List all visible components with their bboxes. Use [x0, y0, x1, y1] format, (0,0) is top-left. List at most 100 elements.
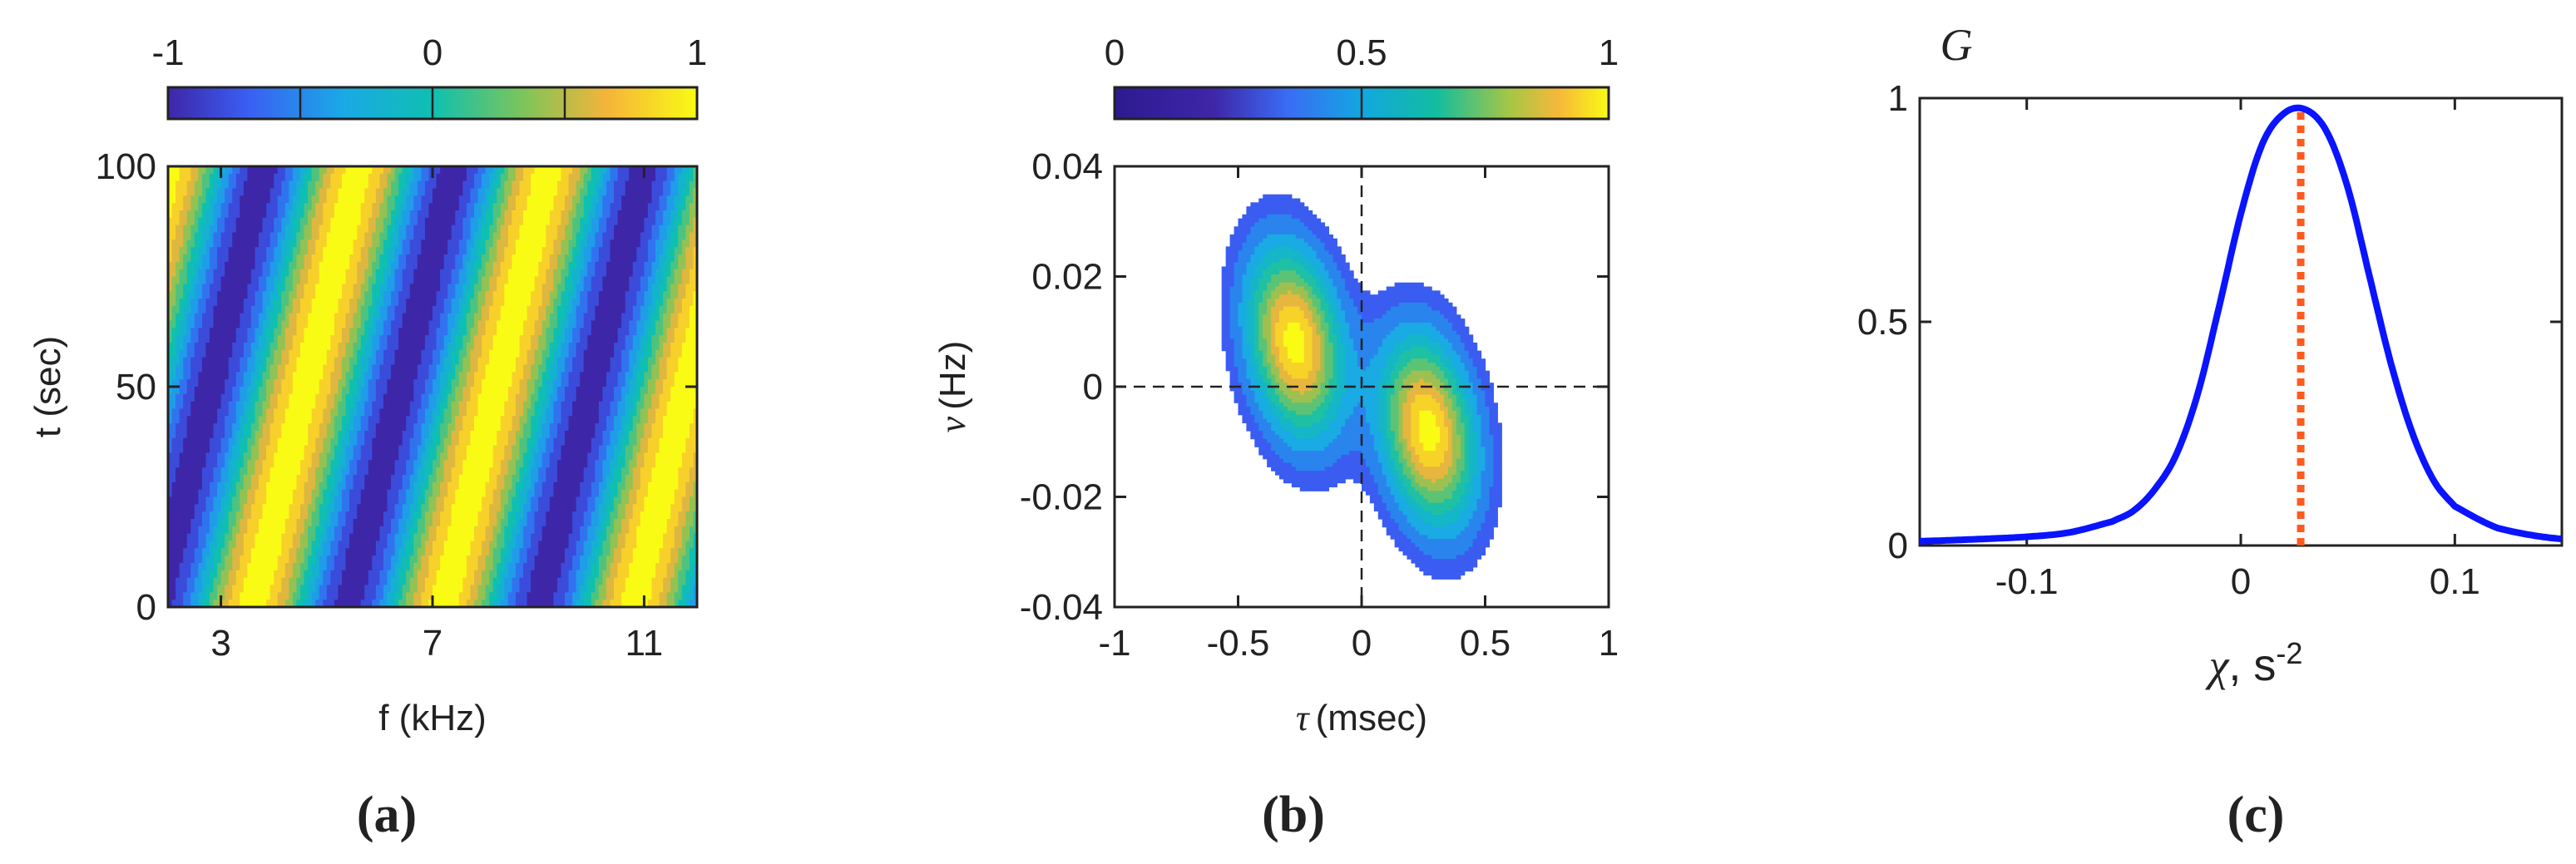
- heatmap-cell: [659, 195, 664, 204]
- heatmap-cell: [201, 166, 207, 175]
- heatmap-cell: [168, 217, 173, 226]
- heatmap-cell: [451, 357, 456, 366]
- heatmap-cell: [492, 379, 497, 388]
- heatmap-cell: [213, 247, 218, 255]
- heatmap-cell: [685, 291, 690, 299]
- heatmap-cell: [610, 313, 615, 322]
- heatmap-cell: [274, 328, 279, 336]
- heatmap-cell: [492, 393, 497, 402]
- heatmap-cell: [402, 349, 407, 358]
- heatmap-cell: [428, 254, 433, 263]
- heatmap-cell: [473, 364, 479, 373]
- heatmap-cell: [368, 261, 373, 270]
- heatmap-cell: [398, 379, 403, 388]
- heatmap-cell: [614, 276, 619, 284]
- heatmap-cell: [176, 379, 180, 388]
- heatmap-cell: [417, 328, 422, 336]
- heatmap-cell: [311, 393, 316, 402]
- heatmap-cell: [443, 195, 448, 204]
- heatmap-cell: [186, 335, 191, 343]
- heatmap-cell: [334, 269, 339, 278]
- heatmap-cell: [681, 393, 686, 402]
- heatmap-cell: [636, 232, 641, 240]
- heatmap-cell: [326, 203, 331, 211]
- heatmap-cell: [663, 299, 668, 307]
- heatmap-cell: [345, 320, 350, 328]
- heatmap-cell: [220, 254, 225, 263]
- heatmap-cell: [379, 225, 384, 234]
- heatmap-cell: [232, 393, 237, 402]
- heatmap-cell: [587, 232, 592, 240]
- heatmap-cell: [235, 239, 240, 248]
- heatmap-cell: [168, 291, 173, 299]
- heatmap-cell: [576, 393, 581, 402]
- heatmap-cell: [497, 173, 502, 182]
- heatmap-cell: [659, 393, 664, 402]
- heatmap-cell: [250, 261, 256, 270]
- heatmap-cell: [277, 188, 282, 196]
- heatmap-cell: [678, 166, 683, 175]
- heatmap-cell: [315, 408, 320, 417]
- heatmap-cell: [598, 328, 604, 336]
- heatmap-cell: [194, 335, 199, 343]
- heatmap-cell: [674, 269, 679, 278]
- heatmap-cell: [572, 328, 577, 336]
- heatmap-cell: [580, 401, 585, 410]
- heatmap-cell: [190, 387, 195, 395]
- heatmap-cell: [296, 408, 301, 417]
- heatmap-cell: [470, 291, 475, 299]
- heatmap-cell: [534, 203, 539, 211]
- heatmap-cell: [681, 217, 686, 226]
- heatmap-cell: [319, 349, 324, 358]
- heatmap-cell: [406, 188, 411, 196]
- heatmap-cell: [209, 416, 215, 424]
- heatmap-cell: [549, 210, 554, 219]
- heatmap-cell: [375, 313, 380, 322]
- heatmap-cell: [458, 261, 463, 270]
- heatmap-cell: [323, 284, 328, 292]
- heatmap-cell: [473, 343, 479, 351]
- heatmap-cell: [424, 291, 430, 299]
- heatmap-cell: [179, 180, 184, 190]
- heatmap-cell: [541, 284, 546, 292]
- heatmap-cell: [572, 180, 577, 190]
- heatmap-cell: [458, 239, 463, 248]
- colorbar-a-tick: -1: [151, 32, 184, 73]
- heatmap-cell: [500, 343, 505, 351]
- heatmap-cell: [576, 387, 581, 395]
- heatmap-cell: [217, 276, 222, 284]
- heatmap-cell: [179, 261, 184, 270]
- heatmap-cell: [379, 408, 384, 417]
- heatmap-cell: [647, 364, 653, 373]
- heatmap-cell: [507, 313, 512, 322]
- heatmap-cell: [274, 320, 279, 328]
- heatmap-cell: [640, 335, 645, 343]
- heatmap-cell: [534, 188, 539, 196]
- heatmap-cell: [515, 349, 521, 358]
- heatmap-cell: [232, 328, 237, 336]
- heatmap-cell: [670, 313, 675, 322]
- heatmap-cell: [353, 254, 358, 263]
- heatmap-cell: [179, 305, 184, 314]
- heatmap-cell: [538, 188, 543, 196]
- heatmap-cell: [315, 379, 320, 388]
- heatmap-cell: [632, 254, 637, 263]
- heatmap-cell: [274, 387, 279, 395]
- heatmap-cell: [281, 408, 286, 417]
- heatmap-cell: [580, 173, 585, 182]
- heatmap-cell: [349, 379, 354, 388]
- heatmap-cell: [674, 166, 679, 175]
- heatmap-cell: [614, 328, 619, 336]
- heatmap-cell: [255, 188, 260, 196]
- heatmap-cell: [477, 349, 482, 358]
- heatmap-cell: [171, 416, 176, 424]
- heatmap-cell: [406, 284, 411, 292]
- heatmap-cell: [576, 349, 581, 358]
- heatmap-cell: [409, 284, 414, 292]
- heatmap-cell: [334, 416, 339, 424]
- heatmap-cell: [636, 276, 641, 284]
- heatmap-cell: [217, 217, 222, 226]
- heatmap-cell: [572, 217, 577, 226]
- heatmap-cell: [394, 173, 399, 182]
- heatmap-cell: [201, 203, 207, 211]
